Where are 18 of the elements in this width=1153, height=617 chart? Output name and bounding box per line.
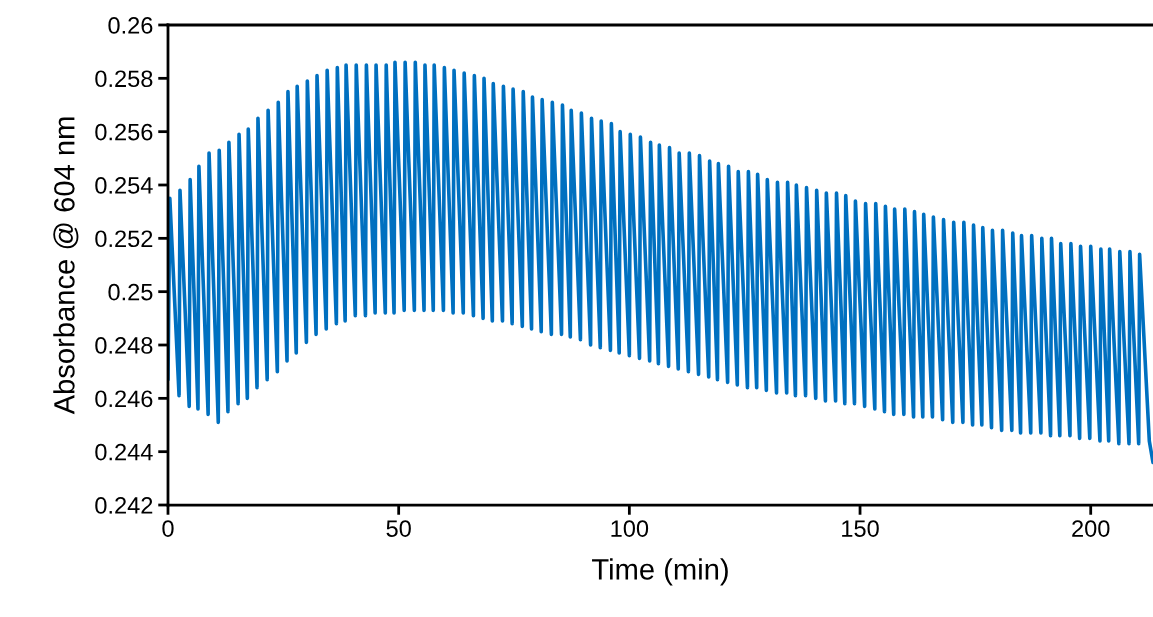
x-tick-label: 0	[162, 520, 174, 537]
x-tick-label: 50	[386, 520, 411, 537]
y-tick-label: 0.256	[95, 123, 153, 141]
y-tick-label: 0.258	[95, 70, 153, 88]
x-axis-title: Time (min)	[592, 558, 728, 586]
y-tick-label: 0.246	[95, 390, 153, 408]
line-series	[167, 60, 1153, 465]
x-tick-label: 200	[1072, 520, 1110, 537]
y-tick-label: 0.252	[95, 230, 153, 248]
y-tick-label: 0.26	[108, 17, 153, 34]
x-tick-label: 150	[842, 520, 879, 537]
y-tick-label: 0.244	[95, 443, 153, 461]
y-tick-label: 0.242	[95, 497, 153, 514]
y-tick-label: 0.248	[95, 337, 153, 354]
y-axis-title: Absorbance @ 604 nm	[53, 117, 79, 415]
x-tick-label: 100	[611, 520, 649, 537]
y-tick-label: 0.25	[108, 283, 153, 301]
y-tick-label: 0.254	[95, 177, 153, 194]
